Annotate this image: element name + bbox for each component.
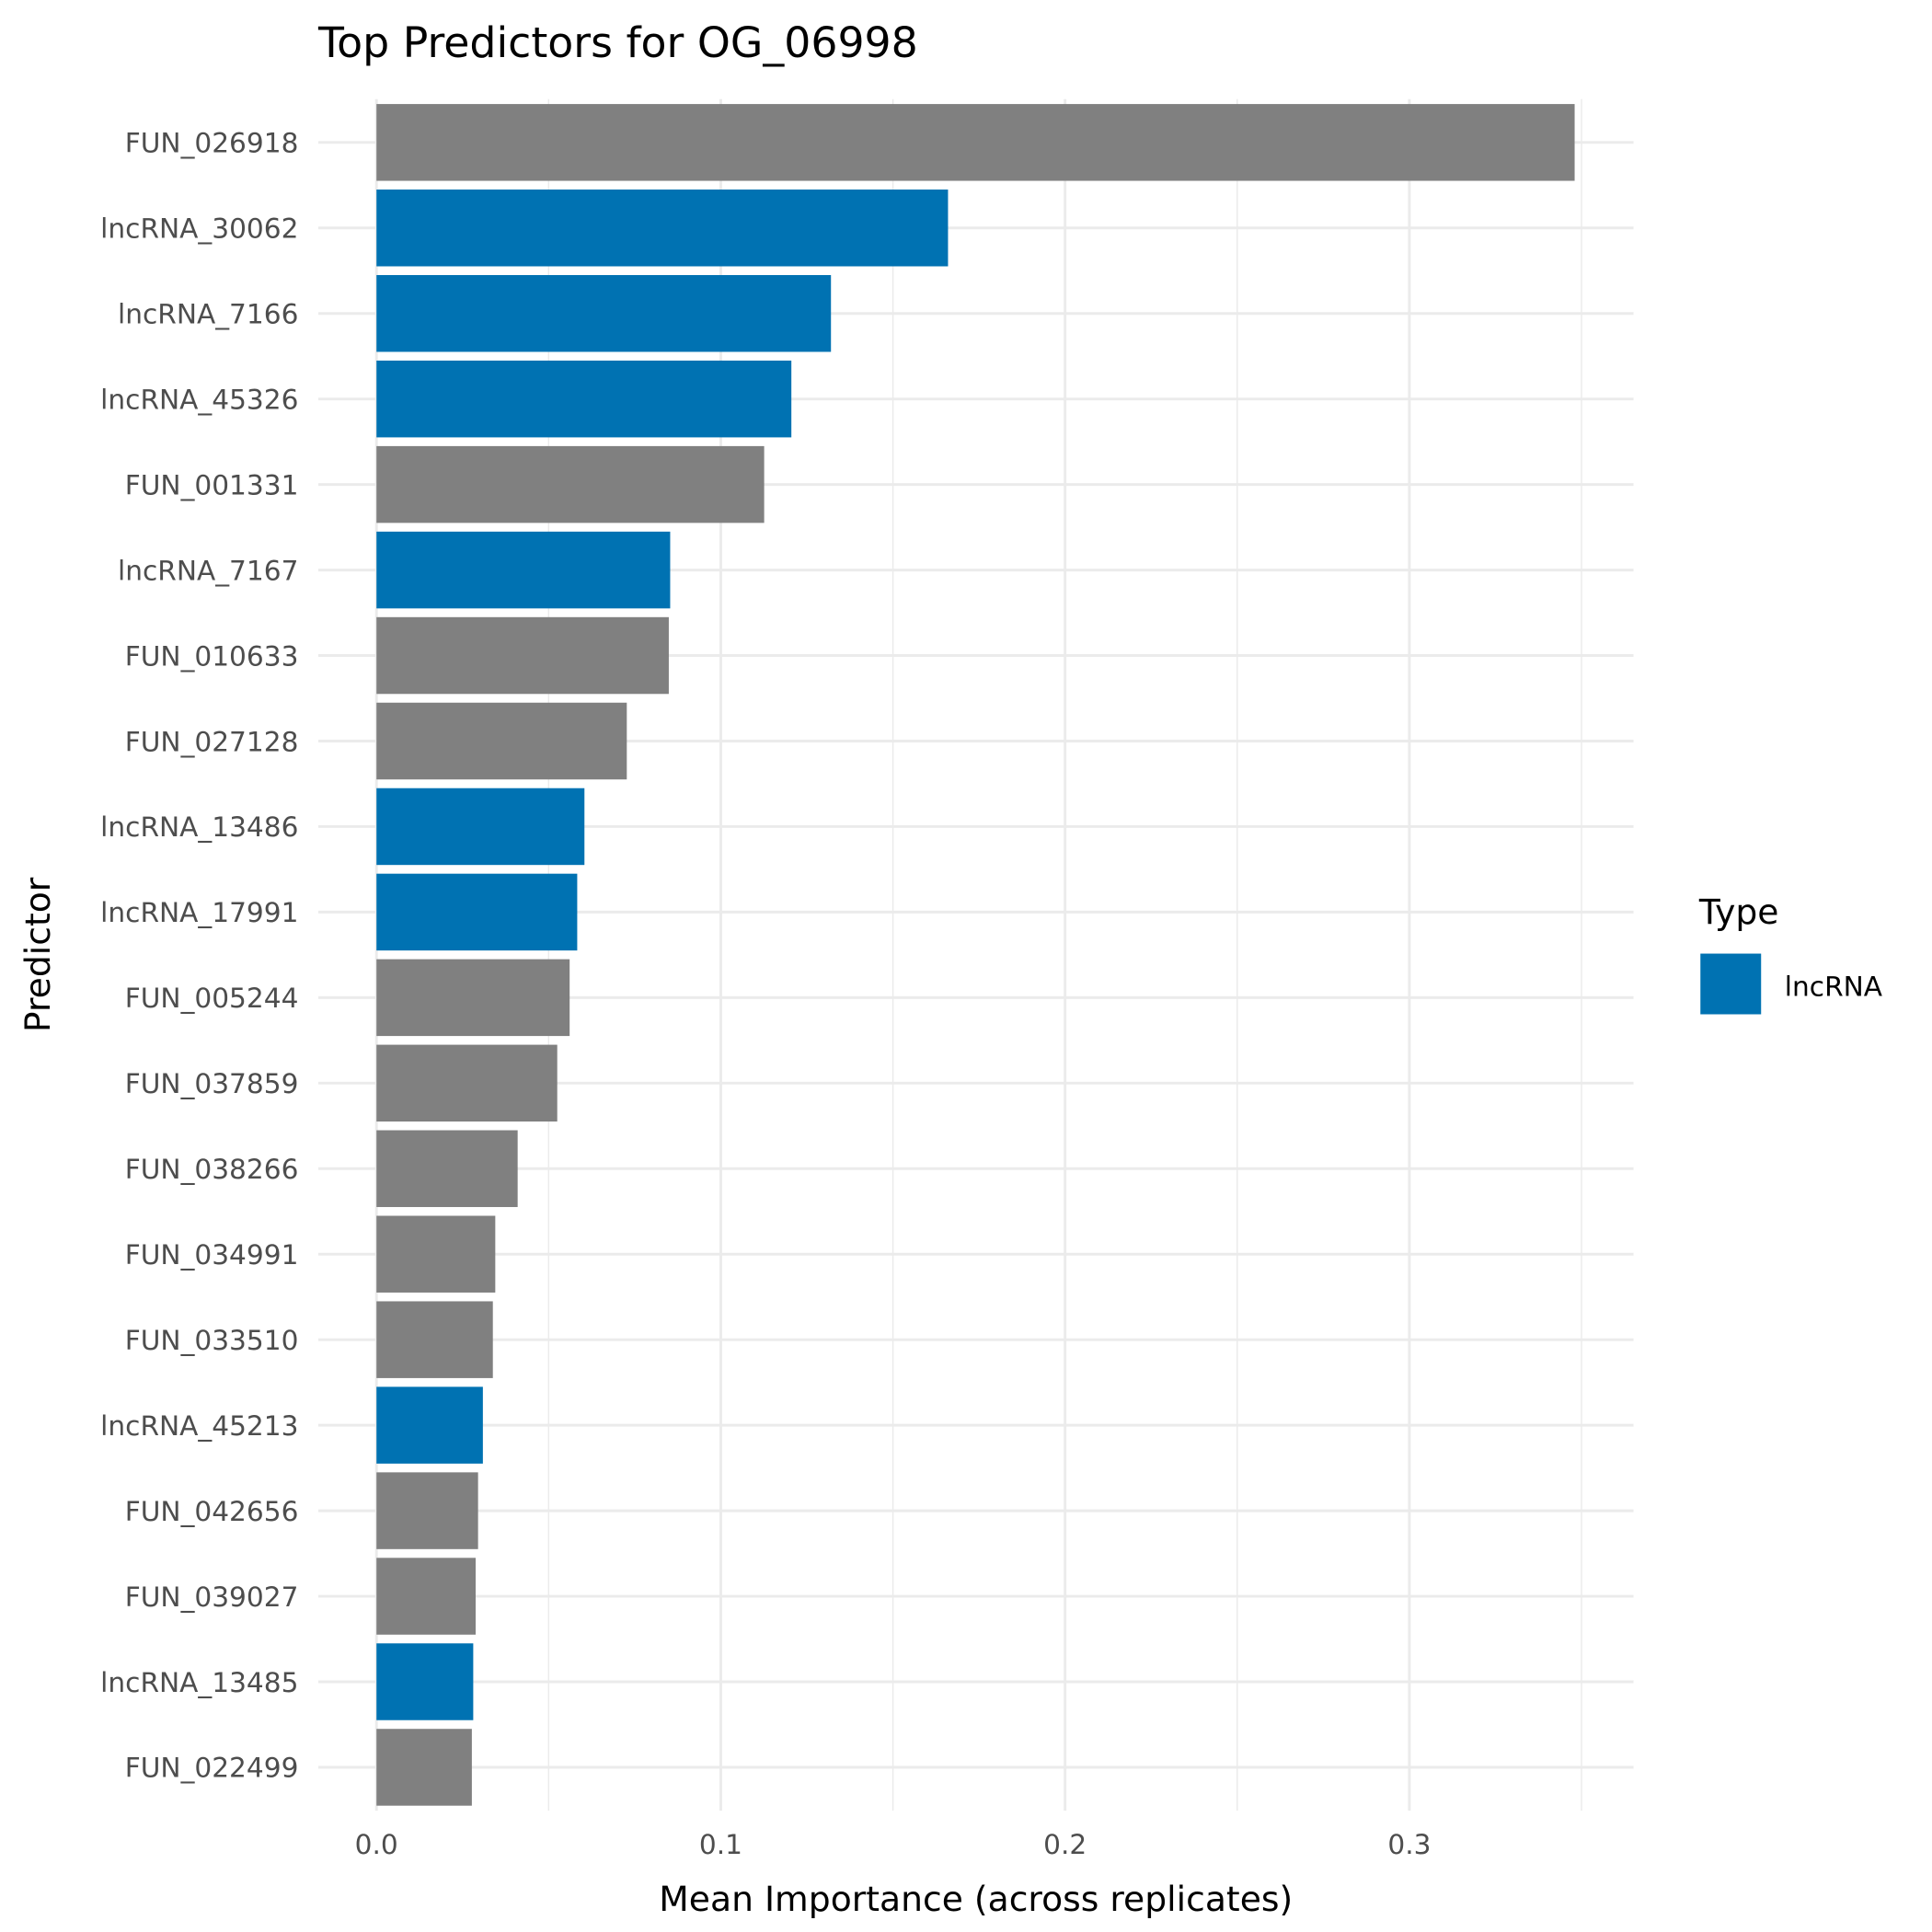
bar-fun_022499 — [376, 1729, 472, 1806]
y-tick-label: lncRNA_30062 — [100, 213, 298, 245]
bar-lncrna_30062 — [376, 190, 949, 267]
y-tick-label: FUN_027128 — [125, 726, 299, 757]
x-tick-label: 0.1 — [699, 1829, 742, 1860]
x-tick-label: 0.3 — [1387, 1829, 1431, 1860]
bar-fun_033510 — [376, 1301, 493, 1378]
x-tick-label: 0.0 — [355, 1829, 398, 1860]
legend-title: Type — [1698, 891, 1779, 932]
y-tick-label: FUN_034991 — [125, 1239, 299, 1271]
y-tick-label: FUN_038266 — [125, 1154, 299, 1185]
chart-title: Top Predictors for OG_06998 — [317, 18, 918, 67]
y-tick-label: lncRNA_45213 — [100, 1410, 298, 1442]
y-tick-label: lncRNA_7167 — [118, 555, 298, 586]
y-tick-label: FUN_037859 — [125, 1068, 299, 1099]
bar-fun_026918 — [376, 104, 1575, 181]
bar-fun_010633 — [376, 616, 669, 695]
bar-fun_037859 — [376, 1044, 558, 1122]
bar-fun_034991 — [376, 1215, 496, 1293]
bar-lncrna_13485 — [376, 1643, 474, 1720]
y-tick-label: lncRNA_13486 — [100, 811, 298, 843]
bar-lncrna_13486 — [376, 788, 585, 866]
y-tick-label: FUN_039027 — [125, 1581, 299, 1613]
bar-lncrna_45326 — [376, 360, 792, 438]
bar-fun_027128 — [376, 702, 627, 780]
bar-lncrna_7167 — [376, 531, 671, 609]
legend-label-lncrna: lncRNA — [1785, 971, 1883, 1002]
y-tick-label: FUN_010633 — [125, 640, 299, 672]
bar-fun_039027 — [376, 1558, 477, 1635]
y-tick-label: FUN_022499 — [125, 1753, 299, 1784]
bar-fun_038266 — [376, 1130, 518, 1208]
y-tick-label: FUN_033510 — [125, 1325, 299, 1356]
bar-lncrna_17991 — [376, 873, 578, 951]
y-tick-label: FUN_005244 — [125, 983, 299, 1014]
y-tick-label: FUN_042656 — [125, 1496, 299, 1527]
y-axis-title: Predictor — [17, 877, 58, 1032]
bar-lncrna_45213 — [376, 1386, 483, 1464]
legend-key-lncrna — [1700, 953, 1762, 1015]
y-tick-label: FUN_001331 — [125, 469, 299, 500]
y-tick-label: FUN_026918 — [125, 128, 299, 159]
x-axis-title: Mean Importance (across replicates) — [659, 1879, 1293, 1919]
y-tick-label: lncRNA_13485 — [100, 1667, 298, 1698]
y-tick-label: lncRNA_45326 — [100, 384, 298, 415]
bar-fun_005244 — [376, 959, 570, 1037]
bar-fun_001331 — [376, 445, 765, 523]
x-tick-label: 0.2 — [1043, 1829, 1087, 1860]
y-tick-label: lncRNA_7166 — [118, 298, 298, 329]
y-tick-label: lncRNA_17991 — [100, 897, 298, 928]
bar-lncrna_7166 — [376, 274, 832, 352]
bar-fun_042656 — [376, 1472, 478, 1549]
